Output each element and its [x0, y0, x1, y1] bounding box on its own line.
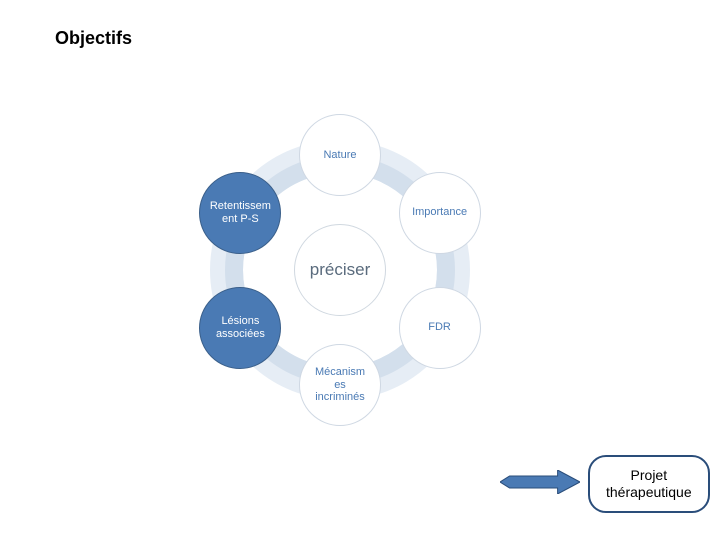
node-mecanismes: Mécanism es incriminés	[299, 344, 381, 426]
node-importance: Importance	[399, 172, 481, 254]
node-retentissem: Retentissem ent P-S	[199, 172, 281, 254]
node-nature: Nature	[299, 114, 381, 196]
node-fdr: FDR	[399, 287, 481, 369]
arrow	[500, 470, 580, 494]
arrow-icon	[500, 470, 580, 494]
projet-box: Projet thérapeutique	[588, 455, 710, 513]
node-lesions: Lésions associées	[199, 287, 281, 369]
page-title: Objectifs	[55, 28, 132, 49]
center-node: préciser	[294, 224, 386, 316]
projet-label: Projet thérapeutique	[606, 467, 692, 500]
